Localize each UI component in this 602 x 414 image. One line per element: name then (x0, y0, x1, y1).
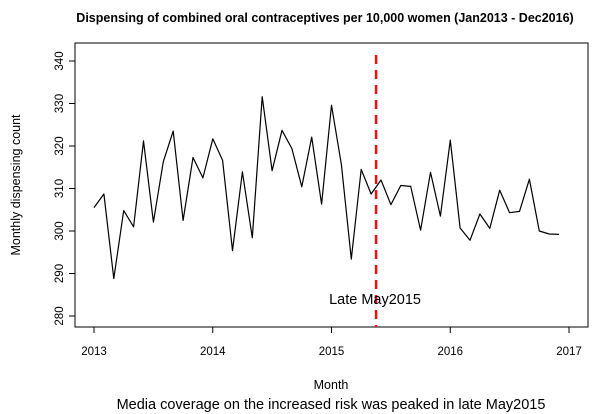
y-tick-label: 280 (54, 306, 66, 325)
chart-title: Dispensing of combined oral contraceptiv… (76, 11, 573, 25)
y-tick-label: 320 (54, 136, 66, 155)
y-tick-label: 340 (54, 51, 66, 70)
x-tick-label: 2017 (556, 346, 582, 358)
y-tick-label: 290 (54, 264, 66, 283)
x-axis: 2013 2014 2015 2016 2017 (81, 326, 582, 358)
x-tick-label: 2014 (200, 346, 226, 358)
y-axis-label: Monthly dispensing count (9, 114, 23, 256)
y-tick-label: 310 (54, 179, 66, 198)
y-axis: 280 290 300 310 320 330 340 (54, 51, 76, 326)
annotation-label: Late May2015 (329, 292, 421, 308)
x-axis-label: Month (314, 378, 349, 392)
y-tick-label: 300 (54, 221, 66, 240)
x-tick-label: 2016 (437, 346, 463, 358)
plot-frame (74, 42, 589, 328)
x-tick-label: 2015 (319, 346, 345, 358)
series-line (93, 96, 560, 280)
chart-caption: Media coverage on the increased risk was… (117, 397, 546, 413)
y-tick-label: 330 (54, 94, 66, 113)
x-tick-label: 2013 (81, 346, 107, 358)
